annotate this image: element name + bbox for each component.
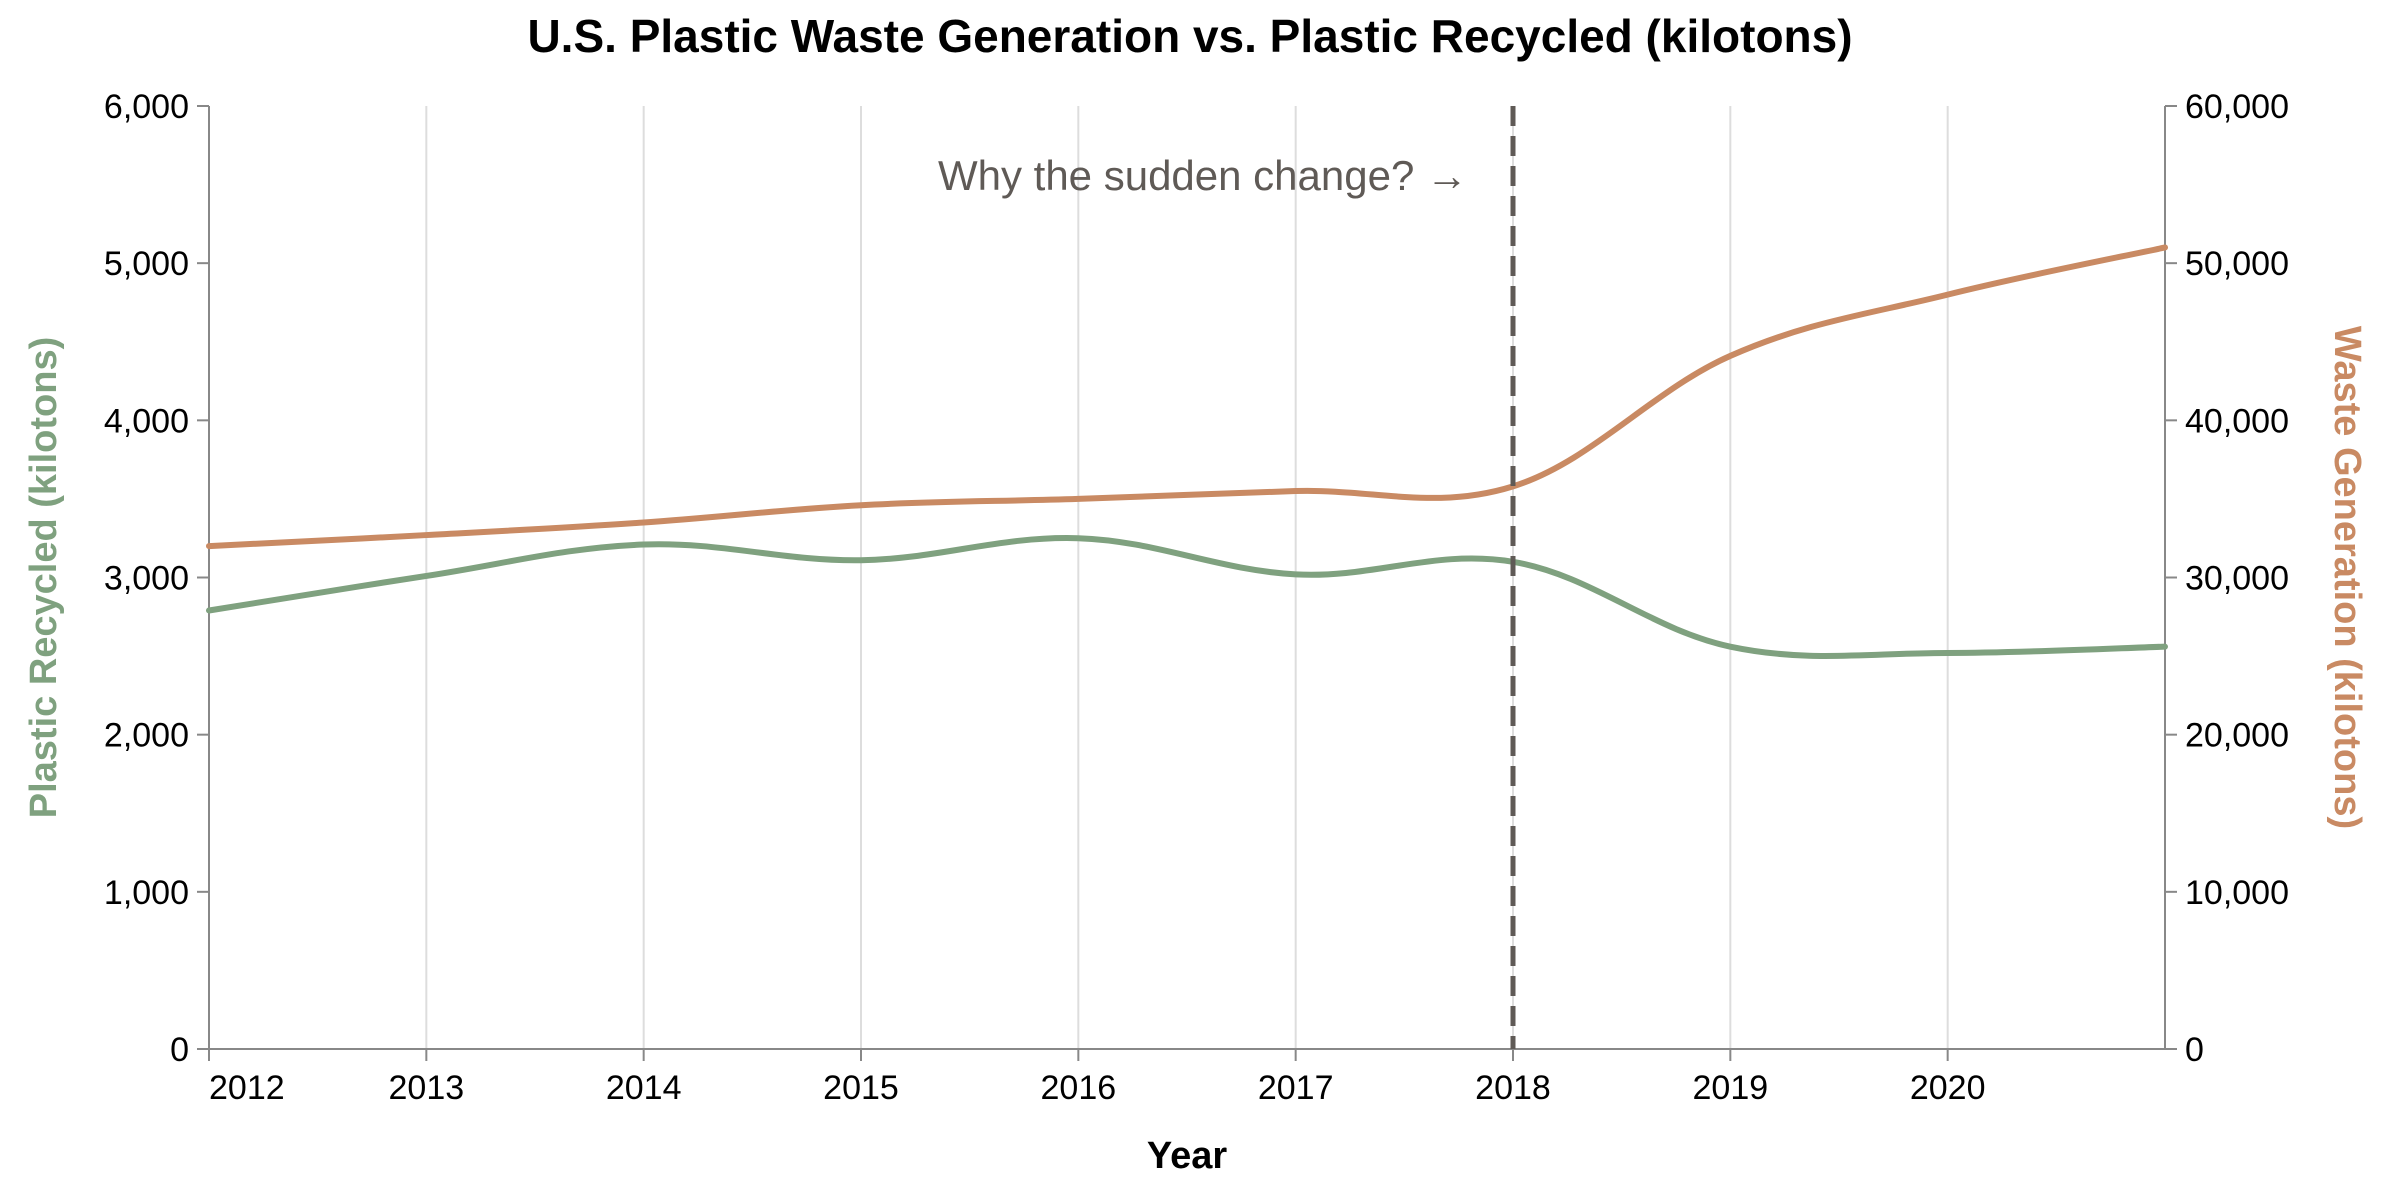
y-left-tick-label: 5,000 <box>104 245 189 283</box>
axes <box>197 105 2177 1061</box>
x-tick-label: 2016 <box>1041 1069 1117 1107</box>
x-axis-title: Year <box>1147 1135 1228 1177</box>
x-tick-label: 2015 <box>823 1069 899 1107</box>
y-right-tick-label: 0 <box>2185 1031 2204 1069</box>
labels: 2012 2013 2014 2015 2016 2017 2018 2019 2020 0 1,0… <box>23 88 2368 1177</box>
y-right-axis-title: Waste Generation (kilotons) <box>2326 326 2368 829</box>
y-left-tick-label: 0 <box>170 1031 189 1069</box>
x-tick-label: 2017 <box>1258 1069 1334 1107</box>
x-tick-label: 2013 <box>389 1069 465 1107</box>
y-left-tick-label: 4,000 <box>104 402 189 440</box>
y-right-tick-label: 60,000 <box>2185 88 2289 126</box>
y-left-tick-label: 2,000 <box>104 717 189 755</box>
y-right-tick-label: 50,000 <box>2185 245 2289 283</box>
y-right-tick-label: 20,000 <box>2185 717 2289 755</box>
x-tick-label: 2018 <box>1475 1069 1551 1107</box>
x-tick-label: 2014 <box>606 1069 682 1107</box>
y-left-tick-label: 3,000 <box>104 560 189 598</box>
x-tick-label: 2020 <box>1910 1069 1986 1107</box>
y-right-tick-label: 10,000 <box>2185 874 2289 912</box>
y-right-tick-label: 30,000 <box>2185 560 2289 598</box>
x-tick-label: 2019 <box>1693 1069 1769 1107</box>
y-left-axis-title: Plastic Recycled (kilotons) <box>23 337 65 819</box>
y-left-tick-label: 1,000 <box>104 874 189 912</box>
series-lines <box>206 244 2168 660</box>
x-tick-label: 2012 <box>209 1069 285 1107</box>
y-left-tick-label: 6,000 <box>104 88 189 126</box>
chart-title: U.S. Plastic Waste Generation vs. Plasti… <box>527 10 1852 62</box>
y-right-tick-label: 40,000 <box>2185 402 2289 440</box>
plastic-recycled-line <box>206 535 2168 660</box>
annotation-text: Why the sudden change? → <box>938 152 1468 199</box>
waste-generation-line <box>206 244 2168 550</box>
annotation: Why the sudden change? → <box>938 106 1516 1049</box>
x-gridlines <box>208 106 2166 1049</box>
